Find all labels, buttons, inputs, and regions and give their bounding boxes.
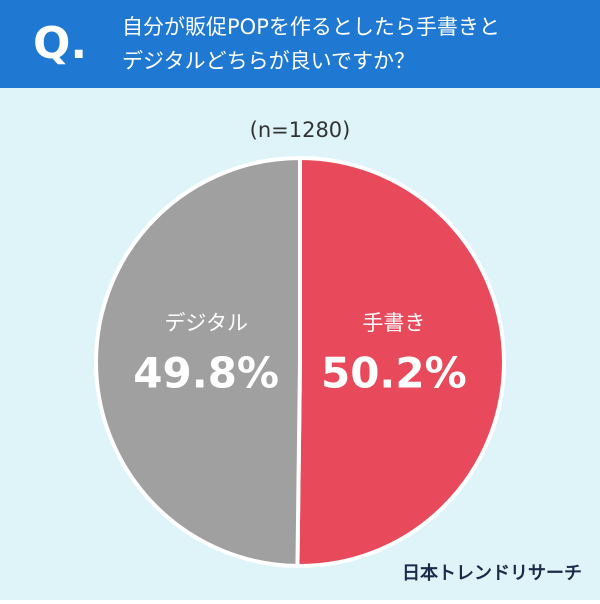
question-mark: Q. (33, 18, 87, 69)
source: 日本トレンドリサーチ (402, 562, 582, 584)
pie-slice (93, 156, 302, 568)
title-line: 自分が販促POPを作るとしたら手書きと (122, 15, 500, 39)
value-label: 50.2% (321, 349, 467, 398)
title-line: デジタルどちらが良いですか？ (122, 49, 415, 73)
pie (93, 156, 506, 568)
slice-label: 手書き (362, 311, 425, 335)
value-label: 49.8% (133, 348, 279, 397)
subtitle: (n=1280) (250, 118, 351, 142)
labels: 手書き 50.2% デジタル 49.8% (133, 311, 466, 398)
header-band (0, 0, 600, 88)
slice-label: デジタル (164, 311, 248, 335)
pie-slice (295, 156, 506, 568)
